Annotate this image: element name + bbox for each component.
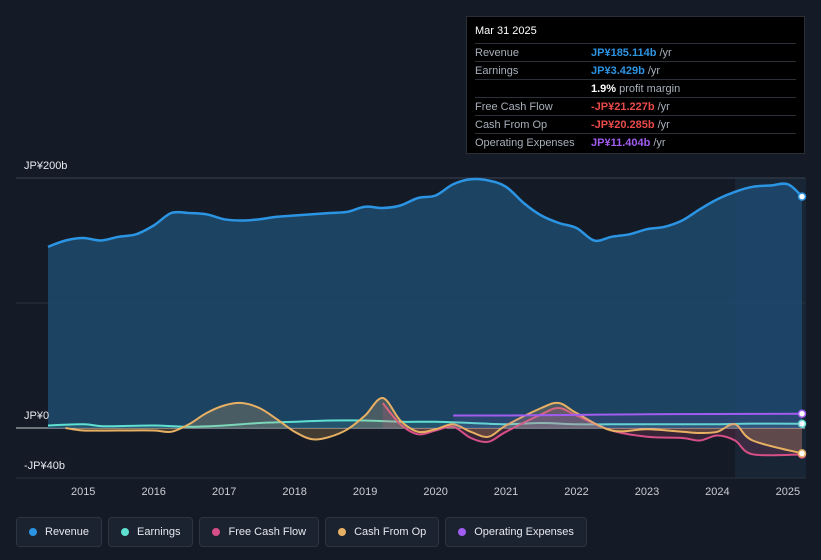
x-tick-label: 2019 [353, 486, 377, 498]
x-tick-label: 2023 [635, 486, 659, 498]
data-tooltip: Mar 31 2025 Revenue JP¥185.114b/yr Earning… [466, 16, 805, 154]
tooltip-row-label: Cash From Op [475, 118, 548, 131]
operating-expenses-line [453, 412, 803, 417]
y-tick-label-top: JP¥200b [24, 160, 68, 172]
cash-from-op-line [65, 397, 803, 455]
operating-expenses-area [453, 413, 802, 428]
x-tick-label: 2022 [564, 486, 588, 498]
legend-item-cash-from-op[interactable]: Cash From Op [325, 517, 440, 547]
earnings-area [48, 420, 802, 428]
legend-label: Free Cash Flow [228, 526, 307, 538]
legend-item-free-cash-flow[interactable]: Free Cash Flow [199, 517, 320, 547]
tooltip-row: 1.9% profit margin [475, 79, 796, 97]
legend-dot-icon [121, 528, 130, 536]
legend-item-earnings[interactable]: Earnings [108, 517, 194, 547]
tooltip-row-suffix: /yr [647, 64, 661, 77]
tooltip-row-value: JP¥3.429b [591, 64, 645, 77]
tooltip-row: Operating Expenses JP¥11.404b/yr [475, 133, 796, 151]
tooltip-row-value: 1.9% [591, 82, 617, 95]
legend-dot-icon [458, 528, 467, 536]
tooltip-row: Revenue JP¥185.114b/yr [475, 43, 796, 61]
free-cash-flow-line [381, 402, 803, 457]
x-tick-label: 2021 [494, 486, 518, 498]
cash-from-op-endpoint [797, 449, 807, 458]
tooltip-row: Free Cash Flow -JP¥21.227b/yr [475, 97, 796, 115]
tooltip-row-label: Revenue [475, 46, 520, 59]
tooltip-row-label: Operating Expenses [475, 136, 575, 149]
x-tick-label: 2016 [141, 486, 165, 498]
tooltip-row-label: Earnings [475, 64, 519, 77]
tooltip-row-suffix: /yr [659, 46, 672, 59]
tooltip-row-suffix: /yr [657, 100, 670, 113]
tooltip-row-label: Free Cash Flow [475, 100, 553, 113]
y-tick-label-zero: JP¥0 [24, 410, 50, 422]
tooltip-row: Earnings JP¥3.429b/yr [475, 61, 796, 79]
legend-label: Earnings [137, 526, 181, 538]
revenue-line [47, 177, 803, 248]
x-tick-label: 2017 [212, 486, 236, 498]
tooltip-row-value: JP¥11.404b [591, 136, 651, 149]
chart-legend: Revenue Earnings Free Cash Flow Cash From O… [16, 517, 587, 547]
tooltip-row-value: -JP¥20.285b [591, 118, 655, 131]
tooltip-row: Cash From Op -JP¥20.285b/yr [475, 115, 796, 133]
x-tick-label: 2015 [71, 486, 95, 498]
tooltip-row-value: -JP¥21.227b [591, 100, 655, 113]
revenue-endpoint [797, 192, 807, 201]
operating-expenses-endpoint [797, 409, 807, 418]
legend-label: Operating Expenses [474, 526, 574, 538]
x-tick-label: 2025 [776, 486, 800, 498]
x-tick-label: 2020 [423, 486, 447, 498]
legend-label: Cash From Op [354, 526, 427, 538]
cash-from-op-area [65, 397, 803, 454]
x-tick-label: 2024 [705, 486, 729, 498]
tooltip-row-suffix: profit margin [619, 82, 681, 95]
tooltip-date: Mar 31 2025 [475, 25, 537, 37]
legend-item-revenue[interactable]: Revenue [16, 517, 103, 547]
legend-label: Revenue [45, 526, 90, 538]
tooltip-row-value: JP¥185.114b [591, 46, 657, 59]
legend-dot-icon [338, 528, 347, 536]
tooltip-rows: Revenue JP¥185.114b/yr Earnings JP¥3.429b/y… [475, 43, 796, 151]
y-tick-label-bottom: -JP¥40b [24, 460, 65, 472]
legend-dot-icon [212, 528, 221, 536]
earnings-endpoint [797, 419, 807, 428]
legend-item-operating-expenses[interactable]: Operating Expenses [445, 517, 587, 547]
revenue-area [48, 179, 802, 428]
tooltip-row-suffix: /yr [653, 136, 666, 149]
tooltip-row-suffix: /yr [657, 118, 670, 131]
legend-dot-icon [29, 528, 37, 536]
x-tick-label: 2018 [282, 486, 306, 498]
